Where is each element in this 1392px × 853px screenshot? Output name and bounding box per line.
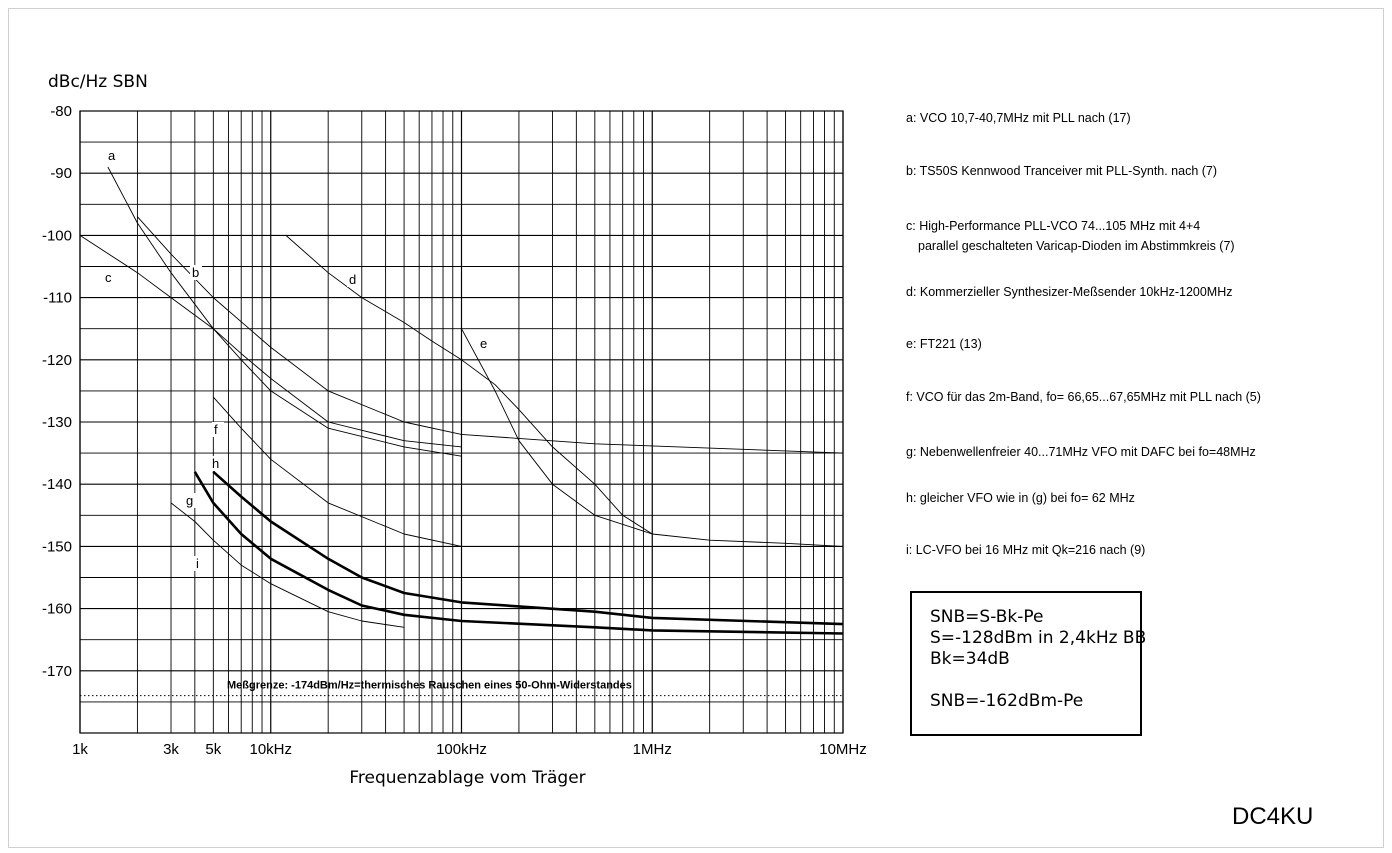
image-frame [8, 8, 1384, 848]
legend-item-c: c: High-Performance PLL-VCO 74...105 MHz… [906, 216, 1235, 256]
author-callsign: DC4KU [1232, 803, 1314, 830]
curve-label-e: e [480, 336, 487, 351]
y-tick-label: -150 [42, 538, 72, 555]
curve-label-a: a [108, 148, 116, 163]
curve-a [107, 166, 462, 457]
curve-label-d: d [349, 272, 356, 287]
x-tick-label: 100kHz [436, 741, 487, 758]
curve-d [285, 235, 653, 535]
curve-label-i: i [196, 556, 199, 571]
legend-item-f: f: VCO für das 2m-Band, fo= 66,65...67,6… [906, 387, 1261, 407]
y-tick-label: -100 [42, 227, 72, 244]
x-axis-label: Frequenzablage vom Träger [349, 768, 585, 788]
formula-line: SNB=-162dBm-Pe [930, 691, 1084, 711]
legend-item-i: i: LC-VFO bei 16 MHz mit Qk=216 nach (9) [906, 540, 1145, 560]
legend-text: b: TS50S Kennwood Tranceiver mit PLL-Syn… [906, 164, 1218, 178]
curve-h [212, 470, 844, 626]
curve-label-bg [103, 270, 115, 285]
legend-text-continued: parallel geschalteten Varicap-Dioden im … [918, 239, 1235, 253]
curve-label-bg [212, 422, 224, 437]
curve-e [461, 328, 844, 547]
legend-text: c: High-Performance PLL-VCO 74...105 MHz… [906, 219, 1201, 233]
legend-text: g: Nebenwellenfreier 40...71MHz VFO mit … [906, 445, 1256, 459]
curve-g [193, 471, 844, 635]
snb-formula-box: SNB=S-Bk-Pe S=-128dBm in 2,4kHz BB Bk=34… [910, 591, 1147, 736]
legend-text: f: VCO für das 2m-Band, fo= 66,65...67,6… [906, 390, 1261, 404]
x-tick-label: 10MHz [819, 741, 867, 758]
curve-b [137, 216, 844, 454]
legend-text: h: gleicher VFO wie in (g) bei fo= 62 MH… [906, 491, 1135, 505]
curve-c [79, 235, 462, 448]
curve-label-f: f [214, 422, 218, 437]
curve-label-bg [210, 456, 222, 471]
legend-item-h: h: gleicher VFO wie in (g) bei fo= 62 MH… [906, 488, 1135, 508]
curve-label-h: h [212, 456, 219, 471]
y-tick-label: -120 [42, 352, 72, 369]
curve-label-bg [184, 493, 196, 508]
curve-label-g: g [186, 493, 193, 508]
legend-item-a: a: VCO 10,7-40,7MHz mit PLL nach (17) [906, 108, 1131, 128]
formula-line: SNB=S-Bk-Pe [930, 607, 1044, 627]
legend-text: a: VCO 10,7-40,7MHz mit PLL nach (17) [906, 111, 1131, 125]
legend-item-b: b: TS50S Kennwood Tranceiver mit PLL-Syn… [906, 161, 1217, 181]
legend-item-g: g: Nebenwellenfreier 40...71MHz VFO mit … [906, 442, 1256, 462]
y-tick-label: -170 [42, 663, 72, 680]
y-tick-label: -130 [42, 414, 72, 431]
curve-label-c: c [105, 270, 112, 285]
y-tick-label: -80 [50, 103, 72, 120]
legend-text: d: Kommerzieller Synthesizer-Meßsender 1… [906, 285, 1233, 299]
plot-border [79, 110, 844, 734]
x-tick-label: 1k [72, 741, 88, 758]
curve-label-bg [478, 336, 490, 351]
curve-label-bg [194, 556, 206, 571]
y-axis-label: dBc/Hz SBN [48, 72, 148, 92]
curve-label-bg [106, 148, 118, 163]
curve-i [170, 502, 405, 628]
reference-line-label: Meßgrenze: -174dBm/Hz=thermisches Rausch… [227, 680, 632, 692]
x-tick-label: 3k [163, 741, 179, 758]
x-tick-label: 5k [205, 741, 221, 758]
y-tick-label: -110 [43, 290, 72, 307]
formula-spacer [930, 670, 1140, 691]
legend-item-e: e: FT221 (13) [906, 334, 982, 354]
x-tick-label: 10kHz [249, 741, 292, 758]
curve-label-b: b [192, 265, 199, 280]
y-tick-label: -140 [42, 476, 72, 493]
y-tick-label: -160 [42, 601, 72, 618]
formula-line: S=-128dBm in 2,4kHz BB [930, 628, 1147, 648]
legend-text: i: LC-VFO bei 16 MHz mit Qk=216 nach (9) [906, 543, 1146, 557]
curve-label-bg [347, 272, 359, 287]
formula-line: Bk=34dB [930, 649, 1010, 669]
y-tick-label: -90 [50, 165, 72, 182]
curve-label-bg [190, 265, 202, 280]
x-tick-label: 1MHz [633, 741, 672, 758]
legend-text: e: FT221 (13) [906, 337, 982, 351]
curve-f [212, 396, 462, 547]
legend-item-d: d: Kommerzieller Synthesizer-Meßsender 1… [906, 282, 1233, 302]
